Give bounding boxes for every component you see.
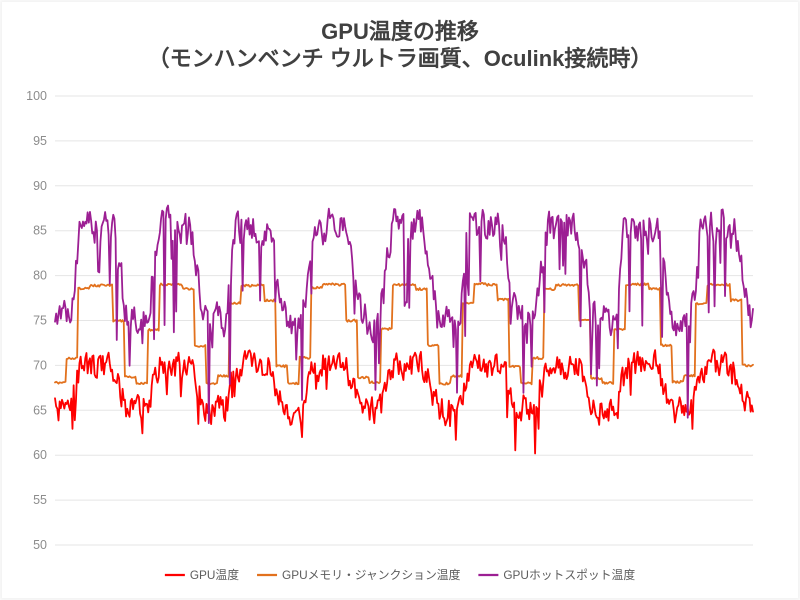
svg-text:65: 65 [33,403,47,417]
svg-text:90: 90 [33,179,47,193]
svg-text:85: 85 [33,224,47,238]
svg-text:GPU温度: GPU温度 [190,568,239,582]
svg-text:55: 55 [33,493,47,507]
svg-text:60: 60 [33,448,47,462]
svg-text:70: 70 [33,358,47,372]
svg-text:80: 80 [33,269,47,283]
svg-text:50: 50 [33,538,47,552]
svg-text:GPUメモリ・ジャンクション温度: GPUメモリ・ジャンクション温度 [282,568,461,582]
svg-text:75: 75 [33,314,47,328]
svg-text:100: 100 [26,89,47,103]
svg-text:95: 95 [33,134,47,148]
svg-text:GPUホットスポット温度: GPUホットスポット温度 [503,568,635,582]
